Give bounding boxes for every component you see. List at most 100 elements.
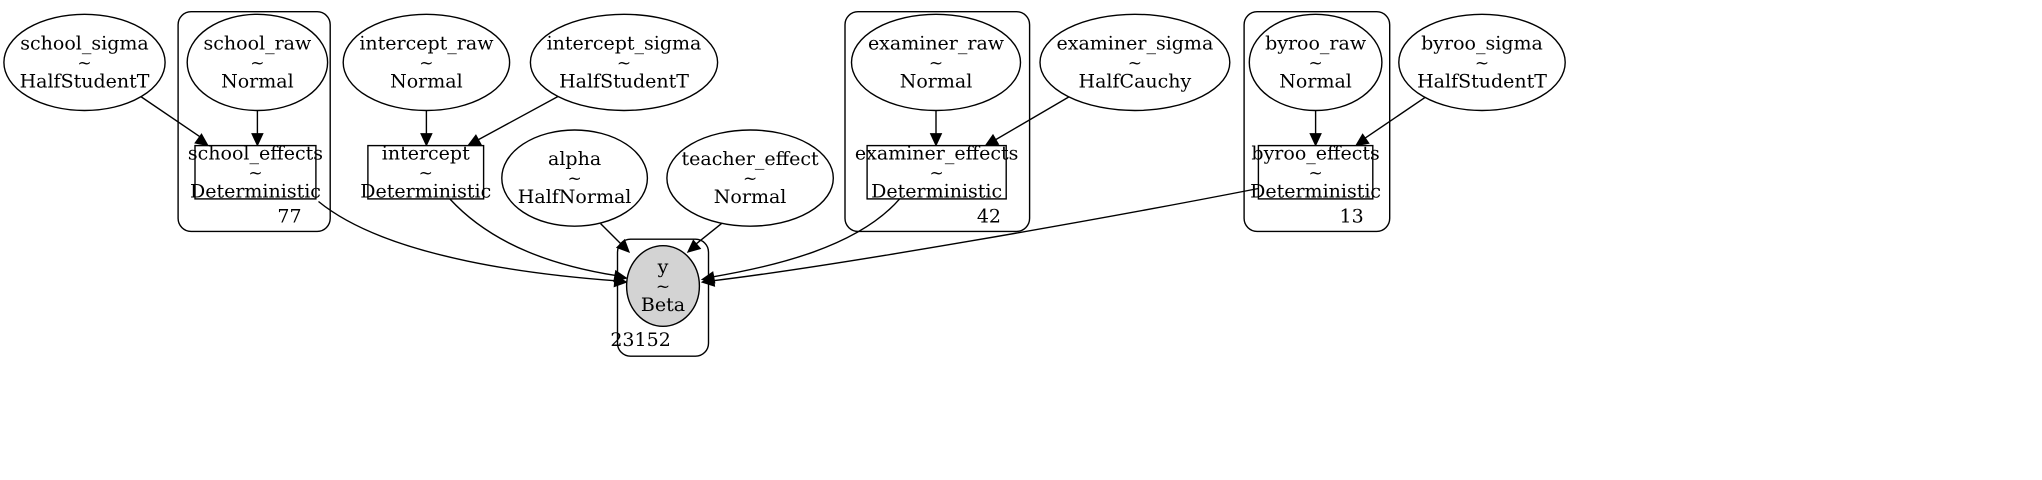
edge-teacher_effect-to-y (686, 223, 722, 253)
node-intercept-box (367, 144, 485, 200)
edge-line (132, 90, 202, 139)
node-byroo_raw-tilde: ~ (1308, 53, 1322, 73)
node-teacher_effect-tilde: ~ (743, 169, 757, 189)
node-teacher_effect-distribution: Normal (714, 186, 787, 208)
edge-byroo_raw-to-byroo_effects (1309, 110, 1322, 147)
node-byroo_sigma-tilde: ~ (1475, 53, 1489, 73)
node-byroo_effects-box (1257, 144, 1374, 200)
plate-obs-count: 23152 (610, 329, 670, 351)
node-intercept: intercept~Deterministic (360, 142, 491, 202)
node-byroo_sigma-name: byroo_sigma (1421, 32, 1543, 54)
node-byroo_sigma-distribution: HalfStudentT (1417, 70, 1547, 92)
arrowhead (420, 133, 433, 147)
arrowhead (700, 274, 716, 287)
node-school_effects-distribution: Deterministic (190, 180, 321, 202)
node-examiner_raw: examiner_raw~Normal (850, 13, 1022, 112)
edge-line (994, 90, 1080, 142)
node-school_effects: school_effects~Deterministic (188, 142, 323, 202)
node-examiner_sigma-tilde: ~ (1128, 53, 1142, 73)
arrowhead (1354, 133, 1370, 147)
edge-line (712, 198, 901, 278)
node-school_sigma-distribution: HalfStudentT (20, 70, 150, 92)
plate-examiner-count: 42 (977, 205, 1001, 227)
edge-examiner_sigma-to-examiner_effects (984, 90, 1080, 147)
node-alpha-distribution: HalfNormal (518, 186, 632, 208)
plate-examiner-border (844, 10, 1031, 233)
node-y-ellipse (625, 244, 701, 327)
node-byroo_raw-distribution: Normal (1279, 70, 1352, 92)
node-intercept-tilde: ~ (419, 163, 433, 183)
edge-line (318, 200, 617, 282)
node-intercept_raw-ellipse (342, 13, 511, 112)
node-intercept_raw-name: intercept_raw (359, 32, 494, 54)
arrowhead (466, 134, 482, 147)
edges-layer (132, 90, 1433, 288)
node-examiner_raw-tilde: ~ (929, 53, 943, 73)
arrowhead (686, 239, 702, 253)
edge-intercept_raw-to-intercept (420, 110, 433, 147)
plates-layer: 77 42 13 23152 (177, 10, 1391, 357)
node-school_raw-ellipse (186, 13, 329, 112)
node-intercept-distribution: Deterministic (360, 180, 491, 202)
node-school_effects-box (194, 144, 317, 200)
edge-line (476, 90, 569, 142)
arrowhead (929, 133, 943, 147)
plate-obs: 23152 (610, 238, 710, 357)
node-intercept-name: intercept (382, 142, 470, 164)
edge-byroo_sigma-to-byroo_effects (1354, 91, 1433, 147)
node-alpha-tilde: ~ (567, 169, 581, 189)
arrowhead (194, 133, 209, 147)
plate-school-count: 77 (277, 205, 301, 227)
edge-byroo_effects-to-y (700, 187, 1259, 287)
nodes-layer: school_sigma~HalfStudentTschool_raw~Norm… (3, 13, 1566, 327)
edge-line (1363, 91, 1433, 140)
node-alpha: alpha~HalfNormal (501, 129, 649, 227)
node-byroo_sigma: byroo_sigma~HalfStudentT (1398, 13, 1566, 112)
node-y-name: y (657, 256, 669, 278)
node-teacher_effect-ellipse (666, 129, 834, 227)
node-teacher_effect: teacher_effect~Normal (666, 129, 834, 227)
plate-examiner: 42 (844, 10, 1031, 233)
edge-alpha-to-y (600, 223, 631, 254)
node-intercept_raw-tilde: ~ (419, 53, 433, 73)
node-intercept_sigma-name: intercept_sigma (547, 32, 702, 54)
node-intercept_sigma-tilde: ~ (617, 53, 631, 73)
edge-line (600, 223, 622, 245)
edge-line (695, 223, 722, 245)
node-examiner_effects-name: examiner_effects (855, 142, 1018, 164)
node-examiner_sigma: examiner_sigma~HalfCauchy (1039, 13, 1231, 112)
node-examiner_effects: examiner_effects~Deterministic (855, 142, 1018, 202)
node-examiner_sigma-distribution: HalfCauchy (1079, 70, 1192, 92)
node-y-distribution: Beta (641, 294, 685, 316)
node-byroo_effects-tilde: ~ (1308, 163, 1322, 183)
node-school_sigma-ellipse (3, 13, 166, 112)
node-byroo_effects: byroo_effects~Deterministic (1250, 142, 1381, 202)
node-intercept_raw-distribution: Normal (390, 70, 463, 92)
node-school_raw-tilde: ~ (250, 53, 264, 73)
arrowhead (1309, 133, 1322, 147)
edge-intercept-to-y (449, 198, 628, 283)
edge-line (449, 198, 617, 277)
node-examiner_effects-distribution: Deterministic (871, 180, 1002, 202)
edge-examiner_raw-to-examiner_effects (929, 110, 943, 147)
plate-byroo-count: 13 (1340, 205, 1364, 227)
arrowhead (251, 133, 264, 147)
node-byroo_raw: byroo_raw~Normal (1248, 13, 1383, 112)
node-examiner_effects-box (866, 144, 1007, 200)
node-intercept_sigma: intercept_sigma~HalfStudentT (529, 13, 719, 112)
node-y-tilde: ~ (656, 277, 670, 297)
node-intercept_raw: intercept_raw~Normal (342, 13, 511, 112)
node-school_sigma-name: school_sigma (20, 32, 148, 54)
plate-obs-border (616, 238, 710, 357)
node-byroo_raw-name: byroo_raw (1265, 32, 1367, 54)
node-intercept_sigma-ellipse (529, 13, 719, 112)
node-examiner_effects-tilde: ~ (930, 163, 944, 183)
arrowhead (615, 238, 631, 254)
node-school_raw: school_raw~Normal (186, 13, 329, 112)
node-school_effects-tilde: ~ (248, 163, 262, 183)
edge-line (712, 187, 1259, 282)
node-alpha-ellipse (501, 129, 649, 227)
node-examiner_raw-distribution: Normal (900, 70, 973, 92)
node-byroo_effects-distribution: Deterministic (1250, 180, 1381, 202)
node-examiner_sigma-name: examiner_sigma (1057, 32, 1214, 54)
